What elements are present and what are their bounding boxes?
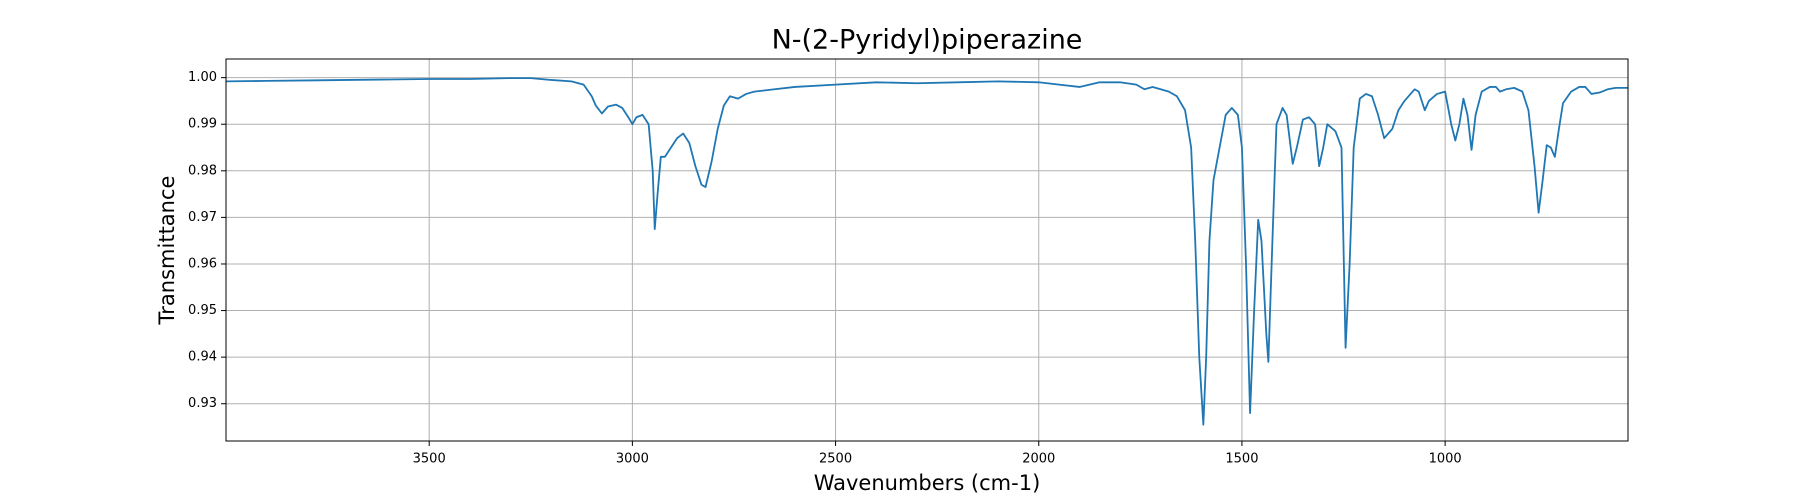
x-tick-label: 1500 (1225, 452, 1258, 467)
x-tick-label: 2000 (1022, 452, 1055, 467)
y-tick-label: 0.94 (188, 350, 217, 365)
x-axis-label: Wavenumbers (cm-1) (814, 471, 1041, 495)
y-tick-label: 0.99 (188, 117, 217, 132)
plot-frame (225, 58, 1629, 442)
x-tick-label: 3000 (616, 452, 649, 467)
chart-title: N-(2-Pyridyl)piperazine (772, 25, 1083, 56)
y-tick-label: 1.00 (188, 70, 217, 85)
x-tick-label: 1000 (1429, 452, 1462, 467)
spectrum-line (225, 77, 1628, 426)
x-tick-label: 2500 (819, 452, 852, 467)
y-tick-label: 0.98 (188, 163, 217, 178)
y-tick-label: 0.93 (188, 396, 217, 411)
y-tick-label: 0.97 (188, 210, 217, 225)
y-tick-label: 0.96 (188, 256, 217, 271)
y-axis-label: Transmittance (155, 176, 179, 326)
y-tick-label: 0.95 (188, 303, 217, 318)
x-tick-label: 3500 (413, 452, 446, 467)
